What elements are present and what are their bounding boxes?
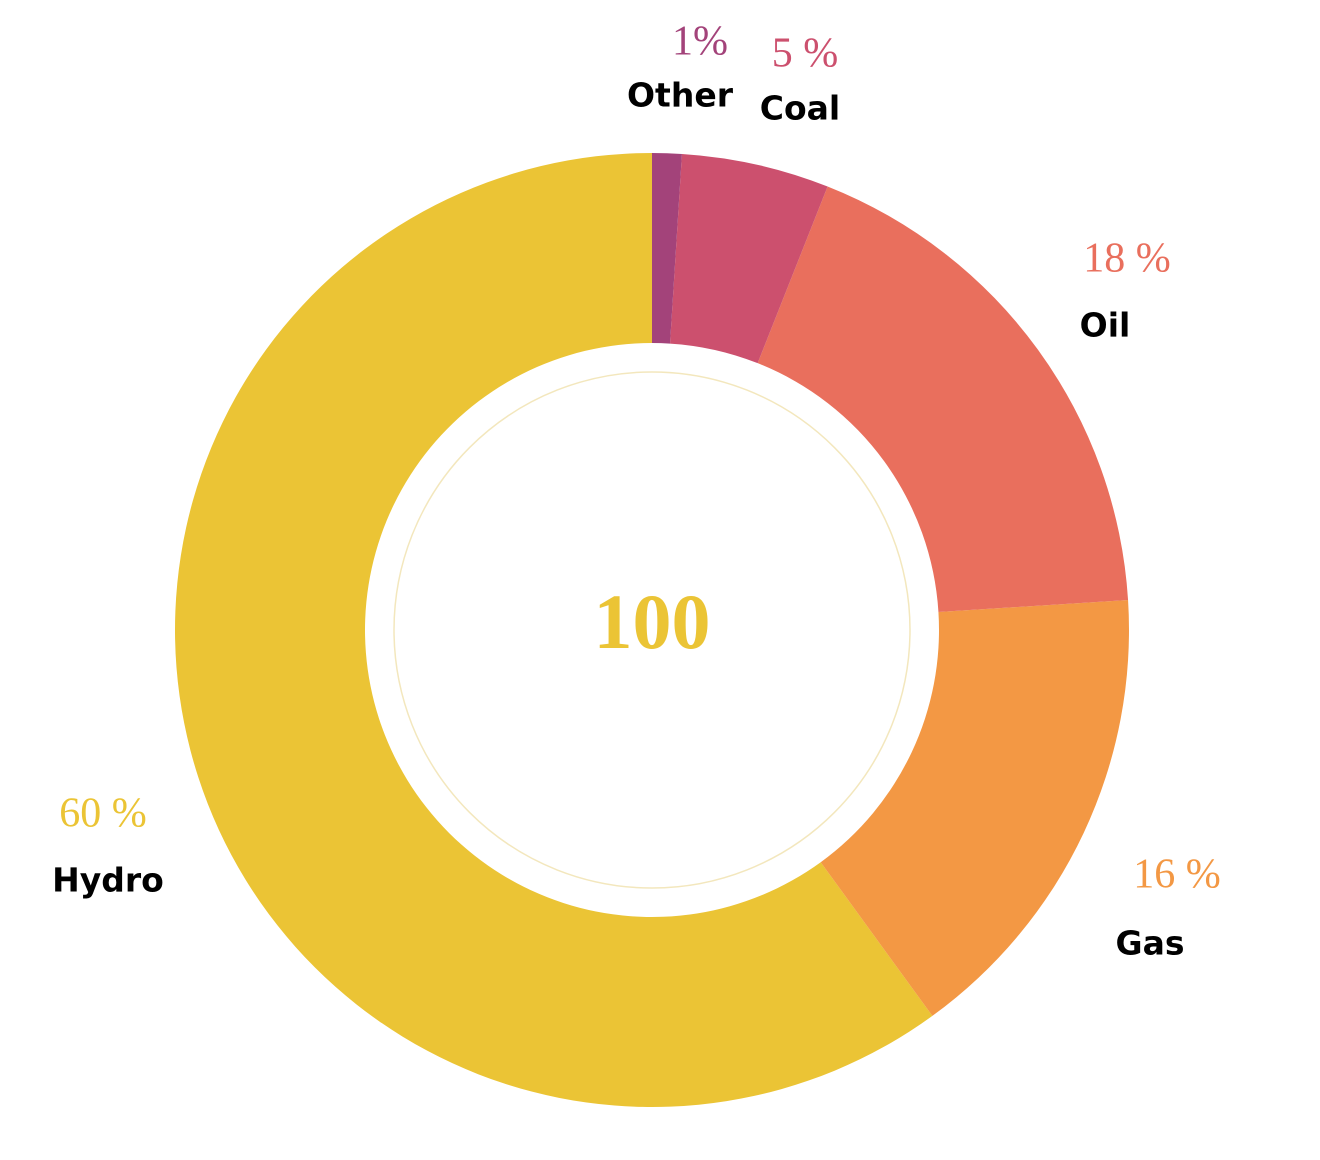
category-label: Hydro [52, 861, 164, 900]
donut-slice [820, 600, 1129, 1016]
value-label: 16 % [1133, 852, 1221, 898]
donut-slice [757, 186, 1129, 612]
donut-slice [652, 153, 682, 344]
value-label: 5 % [772, 31, 839, 77]
center-label: 100 [594, 578, 711, 665]
donut-slice [670, 153, 828, 364]
value-label: 1% [672, 19, 728, 65]
category-label: Oil [1080, 306, 1131, 345]
category-label: Coal [760, 89, 840, 128]
donut-slice [174, 153, 933, 1108]
category-label: Other [627, 76, 734, 115]
category-label: Gas [1116, 924, 1185, 963]
value-label: 18 % [1083, 236, 1171, 282]
inner-ring [393, 371, 911, 889]
value-label: 60 % [59, 791, 147, 837]
